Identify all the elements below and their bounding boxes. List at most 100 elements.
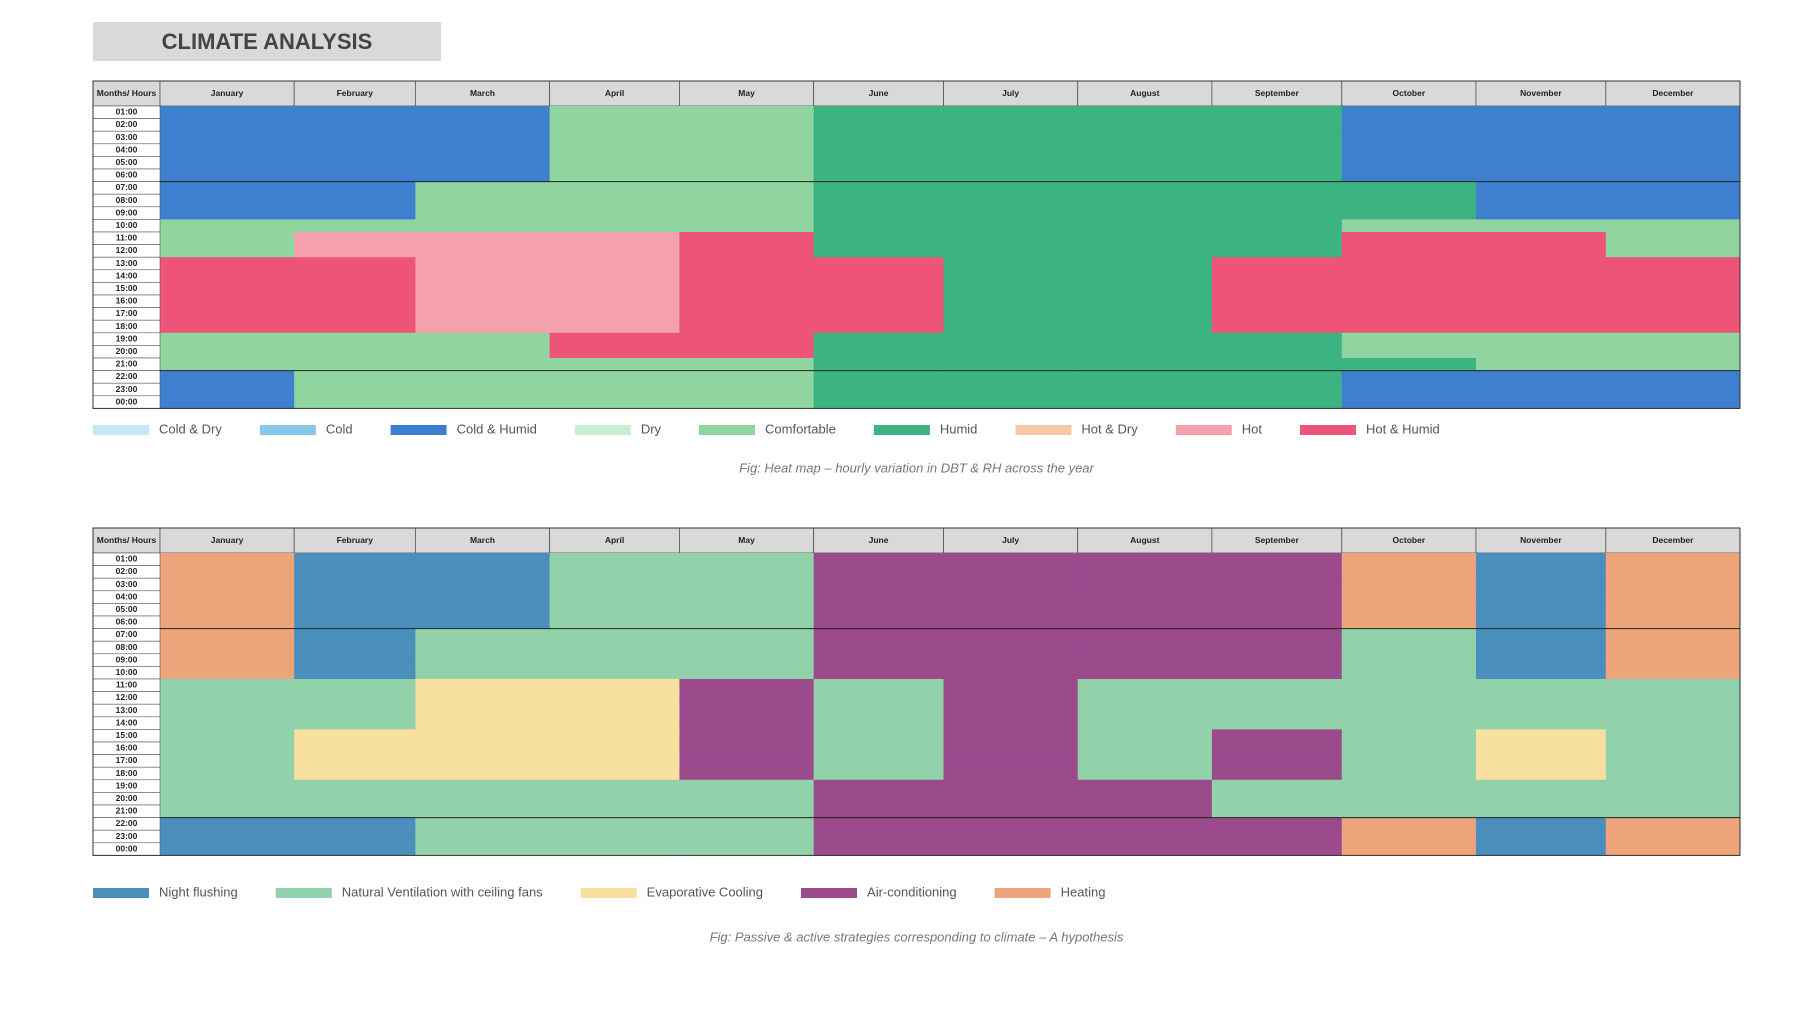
- heatmap-cell: [160, 383, 295, 397]
- legend-label: Comfortable: [765, 421, 836, 436]
- heatmap-cell: [415, 754, 551, 768]
- heatmap-cell: [1341, 219, 1477, 233]
- heatmap-cell: [679, 616, 815, 630]
- hour-label: 20:00: [116, 793, 138, 803]
- heatmap-cell: [1475, 181, 1607, 195]
- heatmap-cell: [549, 704, 680, 718]
- heatmap-cell: [160, 131, 295, 145]
- hour-label: 06:00: [116, 170, 138, 180]
- heatmap-cell: [943, 106, 1079, 120]
- heatmap-cell: [1605, 679, 1741, 693]
- heatmap-cell: [1211, 641, 1343, 655]
- heatmap-cell: [549, 830, 680, 844]
- heatmap-cell: [160, 830, 295, 844]
- heatmap-cell: [679, 716, 815, 730]
- heatmap-cell: [1475, 383, 1607, 397]
- heatmap-cell: [943, 194, 1079, 208]
- heatmap-cell: [1605, 257, 1741, 271]
- heatmap-cell: [1077, 565, 1213, 579]
- heatmap-cell: [813, 817, 945, 831]
- heatmap-cell: [813, 106, 945, 120]
- heatmap-cell: [1605, 817, 1741, 831]
- heatmap-cell: [813, 295, 945, 309]
- heatmap-cell: [679, 295, 815, 309]
- heatmap-cell: [1605, 244, 1741, 258]
- heatmap-cell: [1341, 691, 1477, 705]
- heatmap-cell: [1341, 704, 1477, 718]
- heatmap-cell: [549, 345, 680, 359]
- heatmap-cell: [1211, 565, 1343, 579]
- heatmap-cell: [813, 553, 945, 567]
- heatmap-cell: [1211, 729, 1343, 743]
- hour-label: 11:00: [116, 233, 138, 243]
- heatmap-cell: [1341, 156, 1477, 170]
- heatmap-cell: [1341, 169, 1477, 183]
- heatmap-cell: [160, 767, 295, 781]
- heatmap-cell: [294, 641, 416, 655]
- heatmap-cell: [549, 679, 680, 693]
- heatmap-cell: [549, 320, 680, 334]
- heatmap-cell: [679, 641, 815, 655]
- hour-label: 17:00: [116, 308, 138, 318]
- heatmap-cell: [1341, 370, 1477, 384]
- heatmap-cell: [549, 729, 680, 743]
- heatmap-cell: [1475, 244, 1607, 258]
- heatmap-cell: [1605, 653, 1741, 667]
- heatmap-cell: [294, 842, 416, 856]
- month-label: March: [470, 535, 495, 545]
- heatmap-cell: [943, 232, 1079, 246]
- heatmap-cell: [294, 232, 416, 246]
- heatmap-cell: [813, 767, 945, 781]
- heatmap-cell: [1211, 244, 1343, 258]
- heatmap-cell: [1475, 729, 1607, 743]
- heatmap-cell: [1605, 219, 1741, 233]
- heatmap-cell: [160, 616, 295, 630]
- heatmap-cell: [549, 553, 680, 567]
- hour-label: 07:00: [116, 629, 138, 639]
- heatmap-cell: [943, 169, 1079, 183]
- heatmap-cell: [813, 131, 945, 145]
- heatmap-cell: [294, 320, 416, 334]
- heatmap-cell: [549, 370, 680, 384]
- month-label: December: [1652, 535, 1694, 545]
- heatmap-cell: [549, 358, 680, 372]
- heatmap-cell: [294, 181, 416, 195]
- heatmap-cell: [415, 792, 551, 806]
- month-label: June: [869, 88, 889, 98]
- heatmap-cell: [1475, 169, 1607, 183]
- heatmap-cell: [1211, 232, 1343, 246]
- heatmap-cell: [1077, 553, 1213, 567]
- heatmap-cell: [1077, 767, 1213, 781]
- heatmap-cell: [1341, 729, 1477, 743]
- heatmap-cell: [943, 370, 1079, 384]
- heatmap-cell: [1077, 842, 1213, 856]
- heatmap-cell: [1077, 269, 1213, 283]
- hour-label: 09:00: [116, 207, 138, 217]
- heatmap-cell: [1475, 307, 1607, 321]
- heatmap-cell: [415, 641, 551, 655]
- hour-label: 19:00: [116, 333, 138, 343]
- heatmap-cell: [1341, 590, 1477, 604]
- heatmap-cell: [1605, 590, 1741, 604]
- heatmap-cell: [294, 729, 416, 743]
- heatmap-cell: [294, 295, 416, 309]
- heatmap-cell: [549, 742, 680, 756]
- heatmap-cell: [415, 395, 551, 409]
- month-label: July: [1002, 535, 1019, 545]
- heatmap-cell: [160, 370, 295, 384]
- heatmap-cell: [1475, 792, 1607, 806]
- caption: Fig: Heat map – hourly variation in DBT …: [739, 460, 1094, 475]
- heatmap-cell: [679, 395, 815, 409]
- heatmap-cell: [813, 307, 945, 321]
- heatmap-cell: [1211, 691, 1343, 705]
- heatmap-cell: [160, 716, 295, 730]
- heatmap-cell: [415, 181, 551, 195]
- heatmap-cell: [294, 131, 416, 145]
- heatmap-cell: [1605, 320, 1741, 334]
- heatmap-cell: [415, 565, 551, 579]
- heatmap-cell: [1605, 282, 1741, 296]
- legend-swatch: [1175, 425, 1232, 435]
- heatmap-cell: [943, 553, 1079, 567]
- heatmap-cell: [1077, 206, 1213, 220]
- legend-label: Cold: [326, 421, 353, 436]
